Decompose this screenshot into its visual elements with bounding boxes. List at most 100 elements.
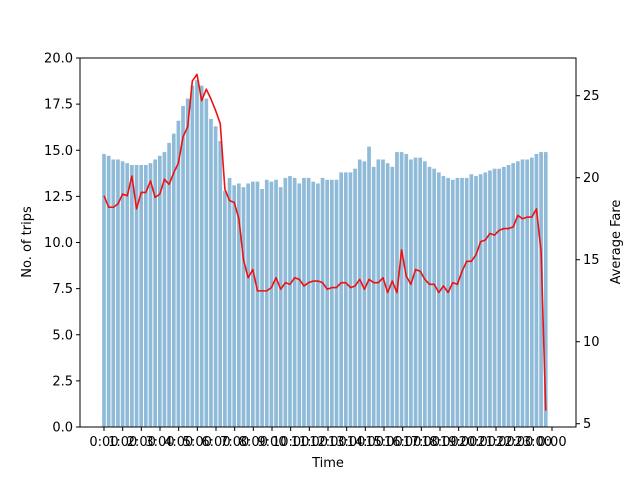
trip-bar (223, 190, 227, 427)
trip-bar (543, 152, 548, 427)
average-fare-line (103, 73, 547, 411)
trip-bar (404, 153, 409, 427)
x-tick-label: 14:00 (347, 435, 384, 450)
x-tick-label: 22:00 (496, 435, 533, 450)
trip-bar (218, 141, 223, 427)
left-tick-label: 20.0 (44, 52, 73, 67)
left-tick-label: 2.5 (52, 374, 73, 389)
right-tick-label: 5 (583, 417, 591, 432)
trip-bar (390, 166, 395, 428)
trip-bar (302, 177, 306, 427)
trip-bar (330, 179, 334, 427)
trip-bar (241, 187, 246, 427)
x-axis-label: Time (311, 456, 344, 471)
trip-bar (278, 187, 283, 427)
trip-bar (450, 179, 455, 427)
right-tick-label: 10 (583, 335, 600, 350)
trip-bar (232, 185, 237, 427)
trip-bar (362, 161, 367, 427)
bar-series (102, 80, 548, 428)
x-tick-label: 7:00 (220, 435, 249, 450)
trip-bar (176, 120, 181, 427)
x-tick-label: 1:00 (108, 435, 137, 450)
right-tick-label: 25 (583, 89, 600, 104)
x-axis: 0:001:002:003:004:005:006:007:008:009:00… (89, 427, 567, 450)
trip-bar (320, 177, 325, 427)
trip-bar (181, 105, 185, 427)
trip-bar (306, 177, 311, 427)
x-tick-label: 17:00 (403, 435, 440, 450)
fare-line-series (103, 73, 547, 411)
trip-bar (237, 183, 241, 427)
trip-bar (353, 168, 357, 427)
trip-bar (502, 166, 506, 428)
left-tick-label: 17.5 (44, 98, 73, 113)
trip-bar (116, 159, 120, 427)
x-tick-label: 20:00 (459, 435, 496, 450)
trip-bar (102, 153, 106, 427)
trip-bar (227, 177, 232, 427)
trip-bar (130, 165, 134, 427)
trip-bar (274, 179, 278, 427)
x-tick-label: 13:00 (328, 435, 365, 450)
trip-bar (348, 172, 353, 427)
trip-bar (497, 168, 502, 427)
trip-bar (460, 177, 464, 427)
trip-bar (106, 155, 111, 427)
trip-bar (371, 166, 376, 428)
trip-bar (446, 177, 450, 427)
trip-bar (506, 165, 511, 427)
left-tick-label: 0.0 (52, 421, 73, 436)
trip-bar (399, 152, 404, 427)
trip-bar (311, 181, 316, 427)
trip-bar (199, 85, 204, 428)
trip-bar (539, 152, 543, 427)
x-tick-label: 3:00 (145, 435, 174, 450)
left-tick-label: 15.0 (44, 144, 73, 159)
trip-bar (381, 159, 385, 427)
trip-bar (385, 163, 390, 428)
x-tick-label: 11:00 (291, 435, 328, 450)
trip-bar (213, 126, 218, 427)
trip-bar (534, 153, 539, 427)
left-axis-label: No. of trips (20, 206, 35, 278)
x-tick-label: 0:00 (537, 435, 566, 450)
trip-bar (474, 176, 478, 427)
trip-bar (520, 159, 525, 427)
trip-bar (488, 170, 492, 428)
trip-bar (483, 172, 488, 427)
trip-bar (436, 172, 441, 427)
trip-bar (148, 163, 153, 428)
trip-bar (316, 183, 320, 427)
trip-bar (111, 159, 116, 427)
trip-bar (409, 159, 413, 427)
left-tick-label: 10.0 (44, 236, 73, 251)
left-axis: 0.0 2.5 5.0 7.5 10.0 12.5 15.0 17.5 20.0 (44, 52, 80, 436)
trip-bar (144, 165, 148, 427)
right-axis: 5 10 15 20 25 (576, 89, 600, 432)
trip-bar (367, 146, 371, 427)
trip-bar (423, 161, 427, 427)
x-tick-label: 5:00 (183, 435, 212, 450)
trip-bar (418, 157, 423, 427)
x-tick-label: 18:00 (421, 435, 458, 450)
x-tick-label: 9:00 (257, 435, 286, 450)
x-tick-label: 16:00 (384, 435, 421, 450)
trip-bar (269, 181, 274, 427)
trip-bar (343, 172, 348, 427)
x-tick-label: 12:00 (309, 435, 346, 450)
left-tick-label: 12.5 (44, 190, 73, 205)
trip-bar (283, 177, 288, 427)
trip-bar (246, 183, 250, 427)
trip-bar (190, 85, 195, 428)
trip-bar (120, 161, 125, 427)
trip-bar (250, 181, 255, 427)
trip-bar (260, 188, 264, 427)
trip-bar (209, 118, 213, 427)
x-tick-label: 15:00 (365, 435, 402, 450)
trip-bar (492, 168, 497, 427)
x-tick-label: 6:00 (201, 435, 230, 450)
trip-bar (255, 181, 260, 427)
right-tick-label: 15 (583, 253, 600, 268)
left-tick-label: 7.5 (52, 282, 73, 297)
